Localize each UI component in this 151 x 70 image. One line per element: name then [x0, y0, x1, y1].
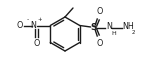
Text: N: N	[30, 21, 36, 29]
Text: H: H	[111, 31, 116, 36]
Text: NH: NH	[123, 22, 135, 31]
Text: O: O	[33, 39, 39, 48]
Text: O: O	[16, 21, 23, 29]
Text: -: -	[27, 17, 29, 22]
Text: +: +	[38, 17, 42, 21]
Text: O: O	[96, 7, 102, 16]
Text: N: N	[106, 22, 112, 31]
Text: S: S	[90, 23, 97, 32]
Text: O: O	[96, 39, 102, 48]
Text: 2: 2	[132, 30, 135, 35]
